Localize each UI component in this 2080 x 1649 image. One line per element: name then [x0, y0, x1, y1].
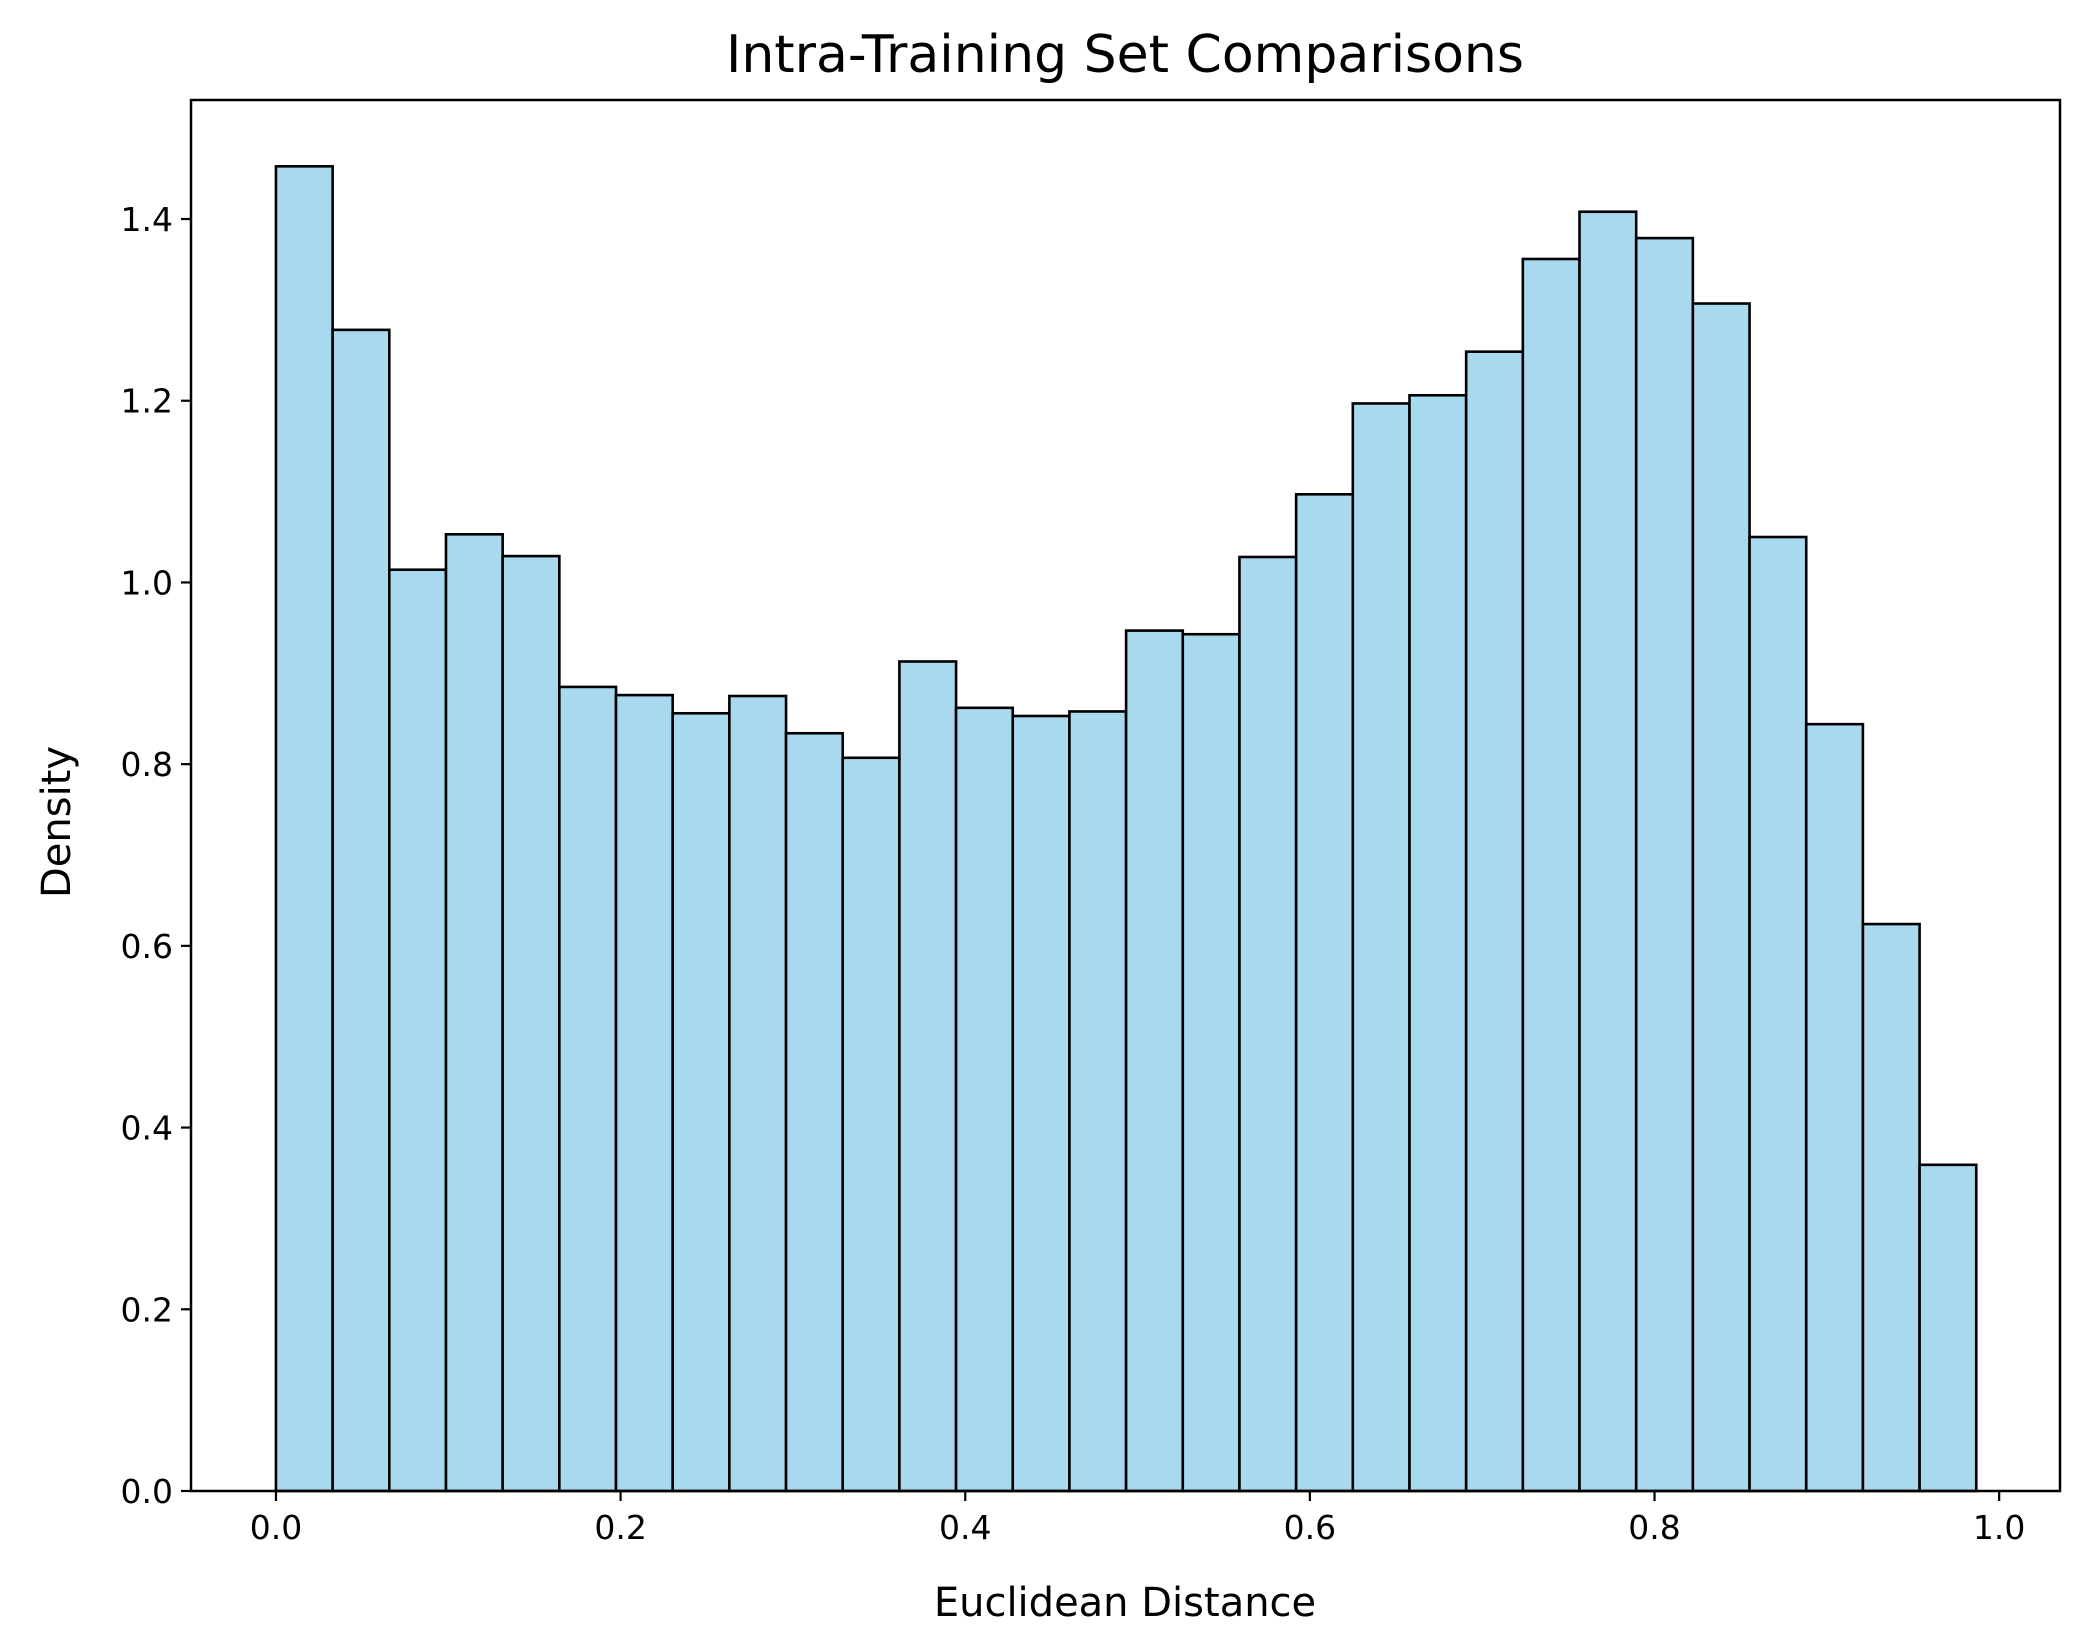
histogram-bar — [671, 711, 731, 1493]
x-tick-label: 0.4 — [939, 1508, 991, 1547]
x-tick-label: 0.8 — [1628, 1508, 1680, 1547]
histogram-bar — [1918, 1163, 1978, 1493]
histogram-bar — [841, 756, 901, 1493]
histogram-bar — [1351, 402, 1411, 1493]
plot-frame — [189, 98, 2062, 1493]
histogram-bar — [331, 328, 391, 1493]
y-axis-label: Density — [34, 746, 80, 898]
y-tick-label: 1.2 — [121, 382, 173, 421]
y-tick-label: 0.0 — [121, 1472, 173, 1511]
histogram-bar — [1861, 922, 1921, 1493]
histogram-bar — [1634, 236, 1695, 1493]
histogram-bar — [1294, 493, 1355, 1493]
chart-title: Intra-Training Set Comparisons — [726, 25, 1524, 85]
histogram-bar — [784, 731, 845, 1493]
y-axis-ticks: 0.0 0.2 0.4 0.6 0.8 1.0 1.2 1.4 — [121, 200, 191, 1511]
histogram-bars — [274, 165, 1978, 1493]
histogram-bar — [501, 554, 561, 1493]
x-tick-label: 1.0 — [1973, 1508, 2025, 1547]
histogram-bar — [274, 165, 334, 1493]
histogram-bar — [898, 660, 958, 1493]
histogram-bar — [614, 693, 674, 1493]
x-tick-label: 0.0 — [250, 1508, 302, 1547]
histogram-bar — [1238, 555, 1298, 1493]
y-tick-label: 1.0 — [121, 563, 173, 602]
histogram-bar — [1011, 714, 1071, 1493]
histogram-bar — [1578, 210, 1638, 1493]
x-tick-label: 0.6 — [1284, 1508, 1336, 1547]
histogram-bar — [728, 694, 788, 1493]
histogram-bar — [444, 532, 504, 1493]
y-tick-label: 1.4 — [121, 200, 173, 239]
histogram-bar — [1124, 629, 1185, 1493]
x-tick-label: 0.2 — [594, 1508, 646, 1547]
histogram-bar — [1691, 302, 1751, 1493]
x-axis-ticks: 0.0 0.2 0.4 0.6 0.8 1.0 — [250, 1491, 2025, 1547]
histogram-bar — [1804, 722, 1865, 1493]
y-tick-label: 0.4 — [121, 1109, 173, 1148]
histogram-bar — [1408, 393, 1468, 1493]
histogram-bar — [1181, 632, 1241, 1493]
x-axis-label: Euclidean Distance — [934, 1580, 1316, 1626]
histogram-bar — [954, 706, 1015, 1493]
histogram-bar — [1521, 257, 1581, 1493]
histogram-bar — [558, 685, 618, 1493]
histogram-bar — [1464, 350, 1525, 1493]
histogram-bar — [388, 568, 448, 1493]
y-tick-label: 0.6 — [121, 927, 173, 966]
histogram-bar — [1068, 710, 1128, 1493]
y-tick-label: 0.2 — [121, 1290, 173, 1329]
histogram-bar — [1748, 535, 1808, 1493]
y-tick-label: 0.8 — [121, 745, 173, 784]
